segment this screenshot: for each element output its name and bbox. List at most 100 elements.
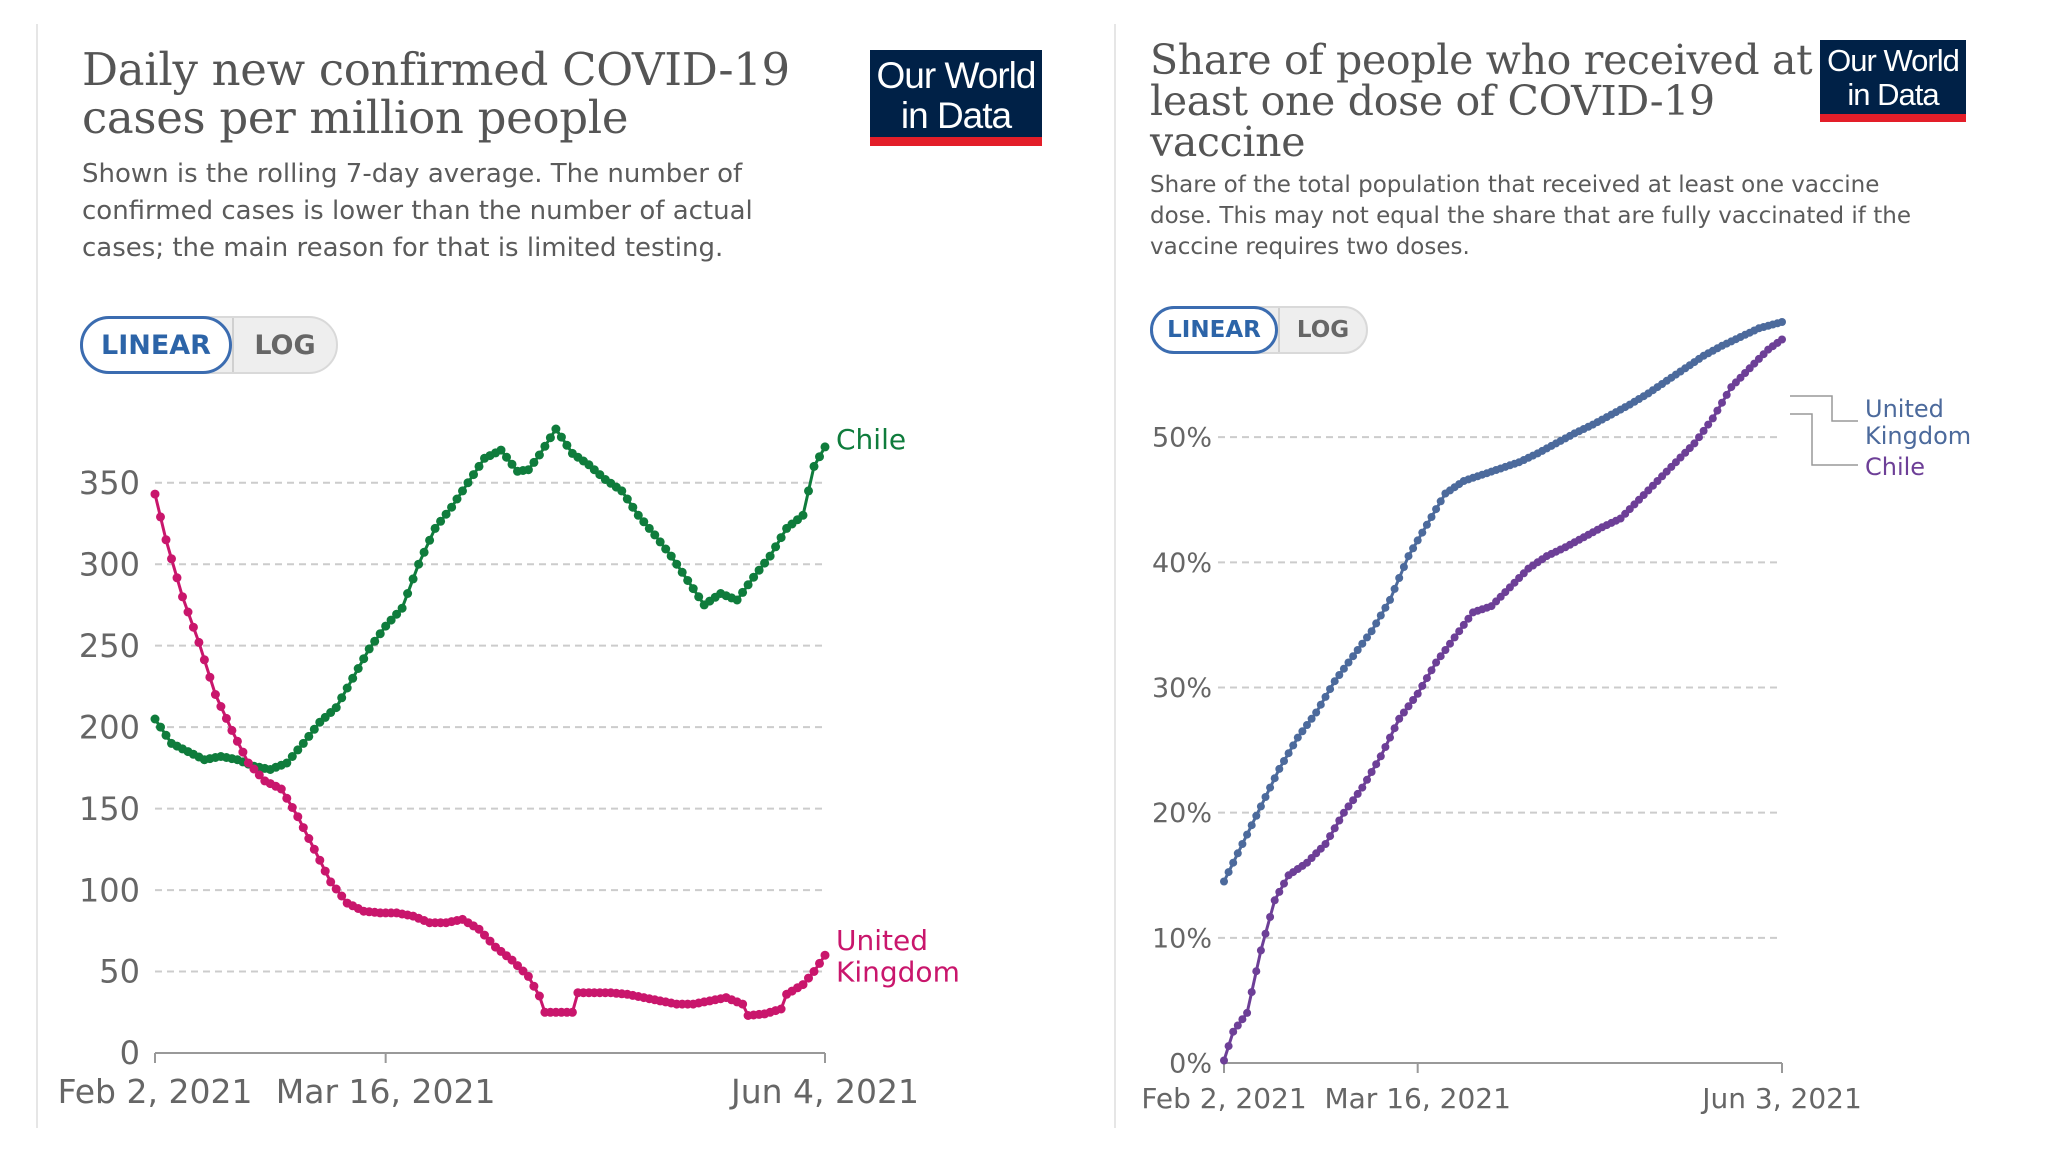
data-point (1275, 764, 1284, 773)
data-point (677, 567, 687, 577)
data-point (1243, 830, 1252, 839)
series-line (1222, 320, 1783, 883)
data-point (809, 967, 819, 976)
data-point (1275, 887, 1284, 896)
chart-title-line-2: cases per million people (82, 91, 629, 144)
scale-toggle: LINEAR LOG (1150, 306, 1368, 354)
data-point (276, 784, 286, 794)
data-point (441, 509, 451, 519)
data-point (370, 636, 380, 646)
log-scale-button[interactable]: LOG (232, 318, 336, 372)
data-point (622, 494, 632, 504)
data-point (1455, 627, 1464, 636)
data-point (1326, 685, 1335, 694)
data-point (1247, 821, 1256, 830)
data-point (1339, 664, 1348, 673)
data-point (463, 478, 473, 488)
data-point (254, 770, 264, 780)
chart-subtitle: Shown is the rolling 7-day average. The … (82, 156, 753, 267)
x-tick-label: Jun 3, 2021 (1700, 1082, 1862, 1115)
data-point (1330, 824, 1339, 833)
data-point (1363, 775, 1371, 784)
y-tick-label: 20% (1152, 798, 1212, 829)
series-label-line: Kingdom (1865, 422, 1971, 450)
data-point (326, 877, 336, 887)
label-connector (1790, 395, 1858, 422)
data-point (1390, 724, 1399, 733)
data-point (1404, 552, 1413, 561)
data-point (1321, 840, 1330, 848)
data-point (502, 452, 511, 462)
data-point (1381, 743, 1390, 751)
data-point (1270, 774, 1279, 783)
data-point (1395, 714, 1404, 723)
cases-chart-panel: Daily new confirmed COVID-19 cases per m… (36, 24, 1042, 1128)
data-point (1266, 913, 1275, 921)
data-point (1395, 574, 1404, 582)
data-point (469, 470, 478, 480)
y-tick-label: 0% (1169, 1048, 1212, 1079)
series-label: Chile (1865, 453, 1925, 481)
data-point (776, 533, 786, 543)
data-point (1418, 528, 1427, 537)
data-point (309, 844, 319, 854)
data-point (556, 432, 566, 442)
y-tick-label: 30% (1152, 673, 1212, 704)
linear-scale-button[interactable]: LINEAR (1150, 306, 1278, 354)
data-point (1358, 639, 1367, 648)
data-point (1372, 619, 1381, 628)
data-point (513, 961, 522, 971)
data-point (1220, 1056, 1228, 1065)
data-point (798, 510, 808, 520)
series-label-line: Chile (1865, 453, 1925, 481)
x-tick-label: Jun 4, 2021 (729, 1072, 919, 1111)
chart-subtitle-line-1: Share of the total population that recei… (1150, 172, 1880, 198)
data-point (1321, 692, 1330, 701)
chart-subtitle-line-3: vaccine requires two doses. (1150, 234, 1470, 260)
panel-border-left (36, 24, 38, 1128)
data-point (1256, 946, 1265, 955)
data-point (639, 517, 649, 527)
data-point (1358, 783, 1367, 792)
data-point (1293, 733, 1302, 742)
data-point (1220, 877, 1228, 886)
data-point (1409, 696, 1418, 704)
data-point (661, 544, 671, 554)
owid-logo[interactable]: Our World in Data (870, 50, 1042, 146)
data-point (529, 981, 539, 991)
logo-line-2: in Data (1847, 77, 1939, 112)
data-point (1256, 802, 1265, 811)
data-point (1233, 849, 1242, 858)
data-point (540, 441, 550, 451)
data-point (375, 629, 385, 639)
data-point (1247, 988, 1256, 997)
data-point (1376, 752, 1385, 761)
data-point (633, 510, 643, 520)
data-point (523, 971, 533, 981)
linear-scale-button[interactable]: LINEAR (80, 316, 232, 374)
data-point (815, 958, 824, 968)
logo-accent-bar (870, 137, 1042, 146)
data-point (1335, 816, 1344, 825)
data-point (1422, 674, 1431, 683)
x-tick-label: Mar 16, 2021 (1324, 1082, 1510, 1115)
data-point (1344, 802, 1353, 811)
data-point (425, 535, 435, 545)
data-point (156, 512, 165, 522)
series-label-line: United (1865, 395, 1944, 423)
owid-logo[interactable]: Our World in Data (1820, 40, 1966, 122)
data-point (238, 747, 248, 757)
data-point (408, 574, 418, 584)
data-point (655, 537, 665, 547)
data-point (298, 738, 308, 748)
data-point (666, 551, 676, 561)
y-tick-label: 40% (1152, 548, 1212, 579)
log-scale-button[interactable]: LOG (1278, 308, 1366, 352)
data-point (194, 637, 204, 647)
chart-subtitle-line-2: confirmed cases is lower than the number… (82, 196, 753, 226)
data-point (474, 461, 484, 471)
data-point (1252, 967, 1261, 976)
x-tick-label: Feb 2, 2021 (58, 1072, 253, 1111)
data-point (1339, 808, 1348, 817)
data-point (452, 494, 462, 504)
